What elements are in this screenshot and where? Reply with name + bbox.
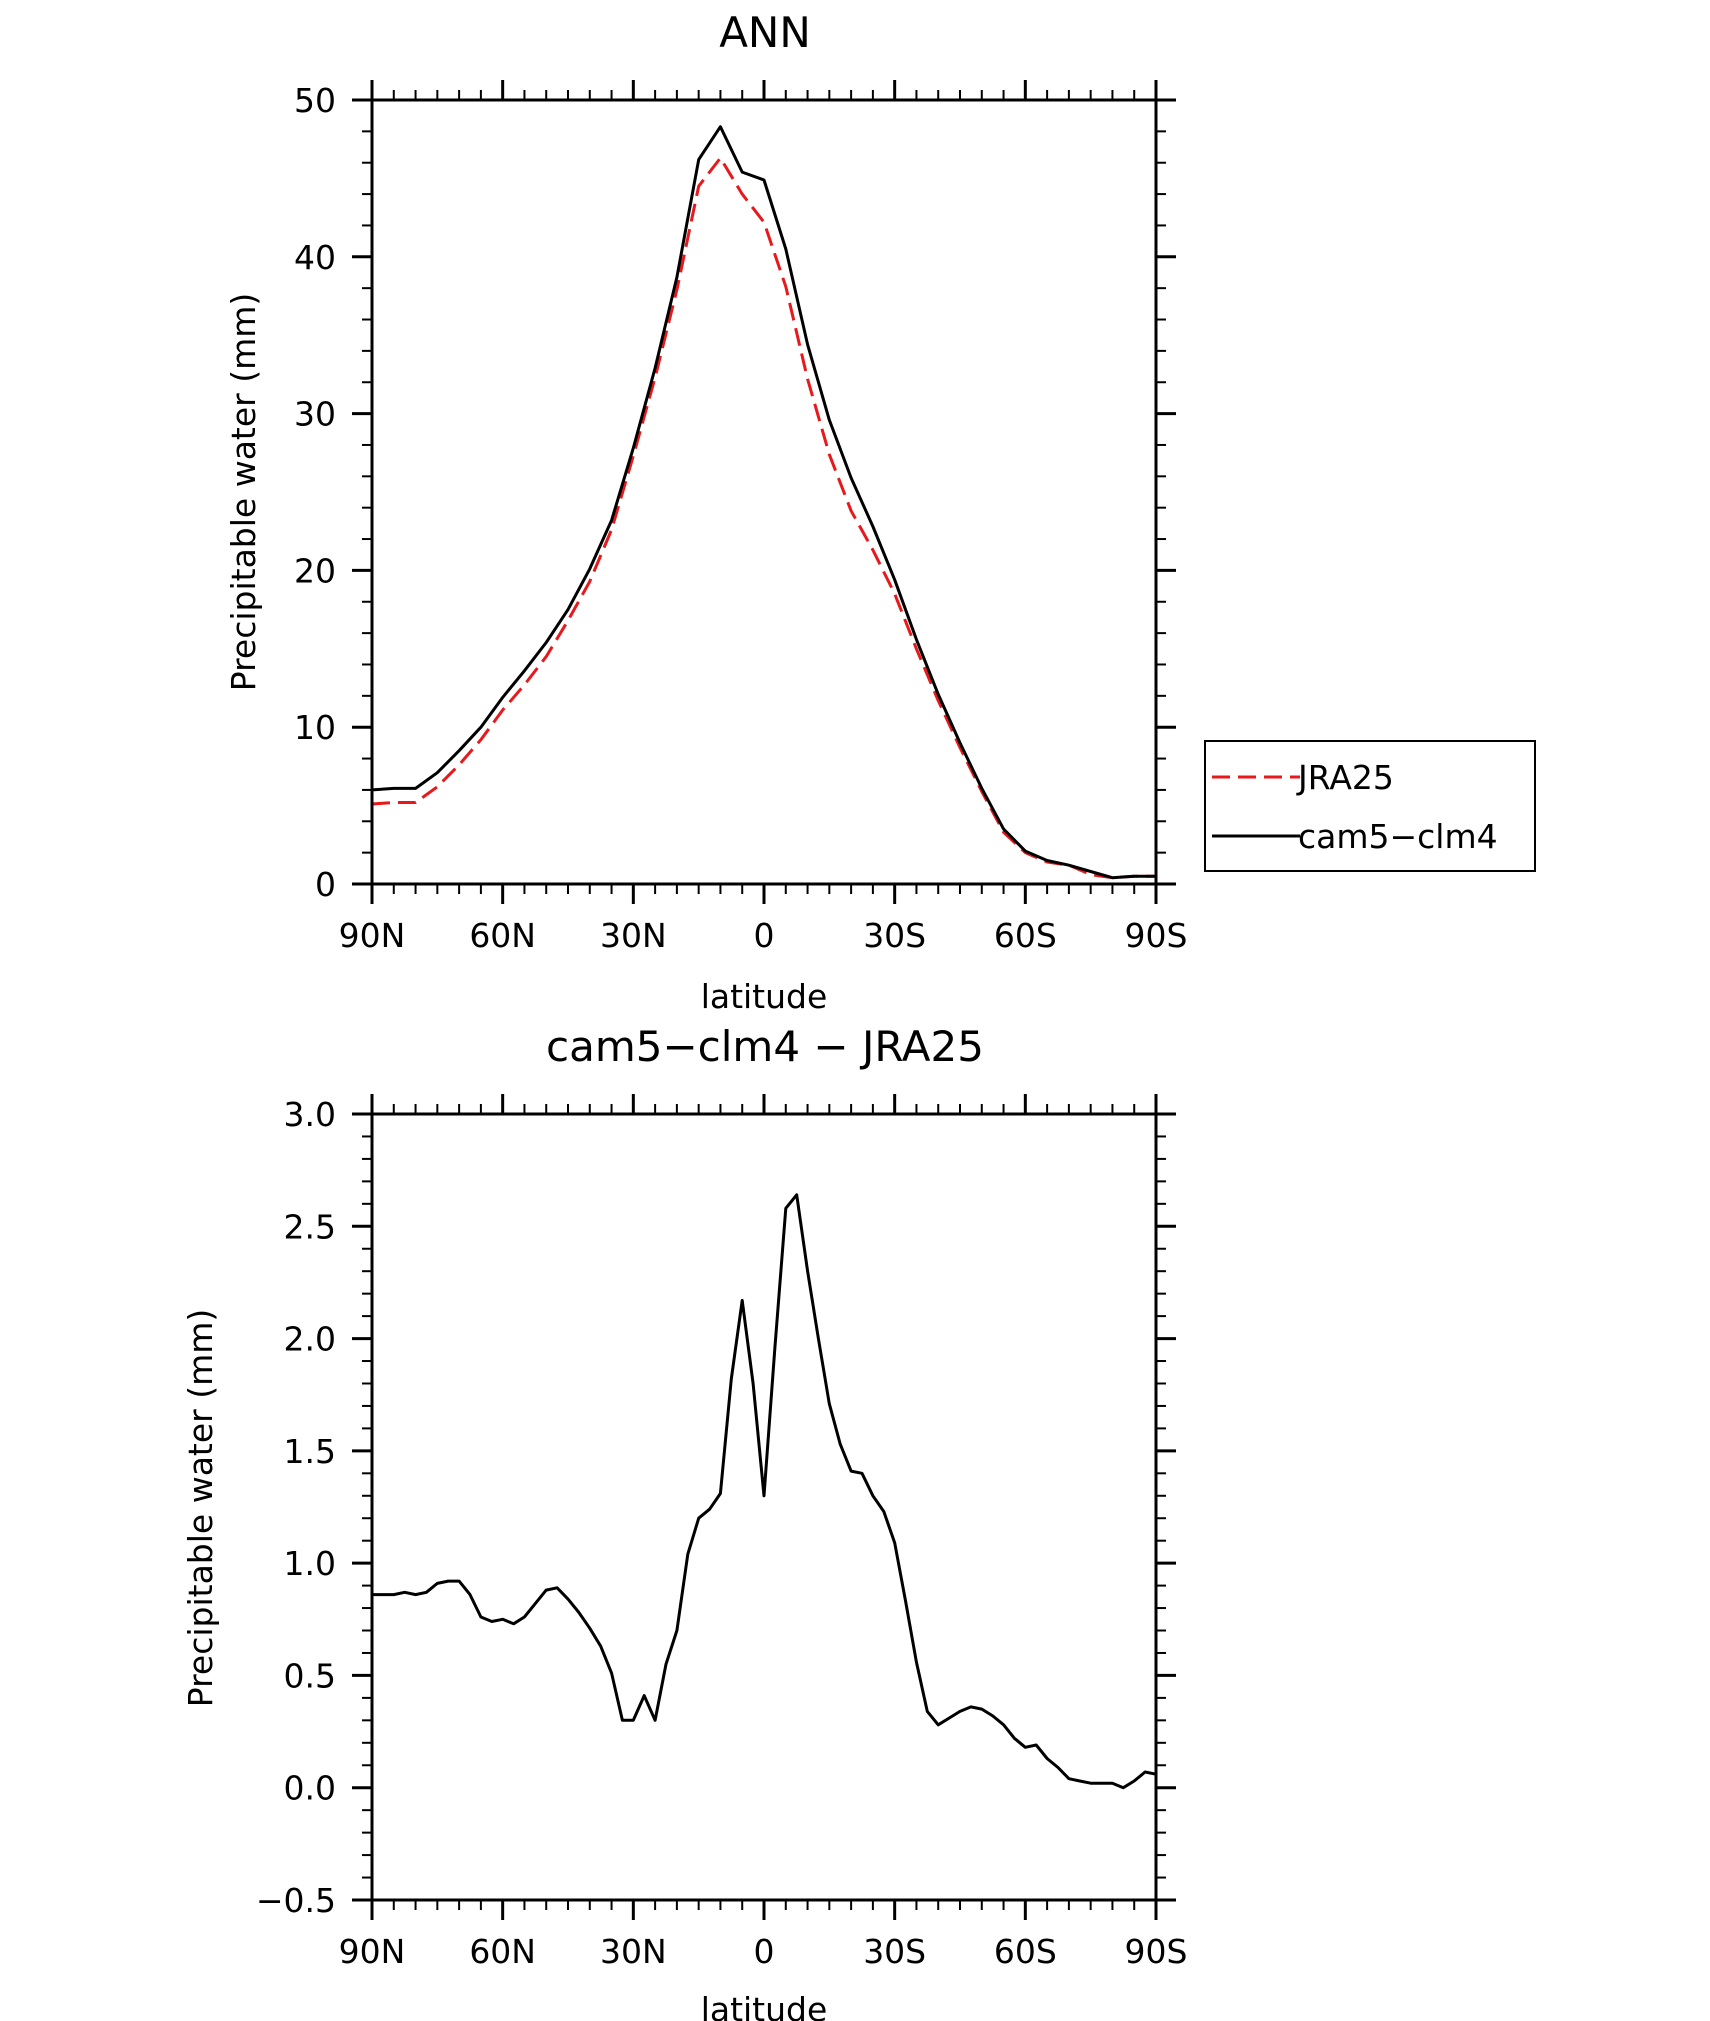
series-lines — [372, 1193, 1157, 1790]
chart-title: ANN — [719, 8, 811, 57]
top-panel: ANN 90N 60N 30N 0 30S 60S 90S 0 10 20 30 40 50 lati… — [224, 8, 1536, 1016]
legend-label-cam5: cam5−clm4 — [1298, 817, 1498, 856]
y-tick-label: 50 — [294, 81, 336, 120]
y-tick-labels: −0.5 0.0 0.5 1.0 1.5 2.0 2.5 3.0 — [256, 1095, 336, 1920]
y-tick-label: 0.0 — [284, 1769, 336, 1808]
x-tick-labels: 90N 60N 30N 0 30S 60S 90S — [339, 916, 1188, 955]
legend-label-jra25: JRA25 — [1296, 758, 1394, 797]
x-tick-label: 30S — [863, 916, 926, 955]
tick-marks — [352, 80, 1176, 904]
y-tick-label: 20 — [294, 551, 336, 590]
x-tick-label: 90S — [1125, 916, 1188, 955]
x-tick-label: 90S — [1125, 1932, 1188, 1971]
series-line-cam5-clm4 — [371, 125, 1156, 880]
y-tick-label: 1.5 — [284, 1432, 336, 1471]
y-tick-label: 2.5 — [284, 1207, 336, 1246]
x-tick-label: 0 — [754, 1932, 775, 1971]
series-line-cam5-clm4-jra25 — [372, 1193, 1157, 1790]
legend: JRA25 cam5−clm4 — [1204, 740, 1536, 872]
x-tick-label: 30N — [600, 1932, 667, 1971]
y-axis-label: Precipitable water (mm) — [181, 1309, 220, 1708]
y-tick-label: 2.0 — [284, 1320, 336, 1359]
y-tick-label: 40 — [294, 238, 336, 277]
y-axis-label: Precipitable water (mm) — [224, 293, 263, 692]
x-tick-label: 0 — [754, 916, 775, 955]
y-tick-label: −0.5 — [256, 1881, 336, 1920]
y-tick-label: 0.5 — [284, 1656, 336, 1695]
x-tick-label: 30N — [600, 916, 667, 955]
y-tick-label: 10 — [294, 708, 336, 747]
y-tick-label: 1.0 — [284, 1544, 336, 1583]
x-axis-label: latitude — [701, 1990, 828, 2021]
y-tick-label: 3.0 — [284, 1095, 336, 1134]
tick-marks — [352, 1094, 1176, 1920]
x-tick-label: 90N — [339, 916, 406, 955]
legend-box — [1204, 740, 1536, 872]
x-tick-label: 30S — [863, 1932, 926, 1971]
chart-title: cam5−clm4 − JRA25 — [546, 1022, 984, 1071]
x-tick-label: 60N — [469, 1932, 536, 1971]
bottom-panel: cam5−clm4 − JRA25 90N 60N 30N 0 30S 60S 90S −0… — [181, 1022, 1187, 2021]
y-tick-labels: 0 10 20 30 40 50 — [294, 81, 336, 904]
x-tick-label: 60S — [994, 916, 1057, 955]
plot-frame — [370, 1112, 1158, 1902]
x-tick-label: 90N — [339, 1932, 406, 1971]
y-tick-label: 30 — [294, 395, 336, 434]
x-tick-labels: 90N 60N 30N 0 30S 60S 90S — [339, 1932, 1188, 1971]
series-lines — [371, 125, 1156, 880]
series-line-jra25 — [371, 156, 1156, 880]
x-axis-label: latitude — [701, 977, 828, 1016]
x-tick-label: 60S — [994, 1932, 1057, 1971]
y-tick-label: 0 — [315, 865, 336, 904]
x-tick-label: 60N — [469, 916, 536, 955]
plot-frame — [370, 98, 1158, 886]
